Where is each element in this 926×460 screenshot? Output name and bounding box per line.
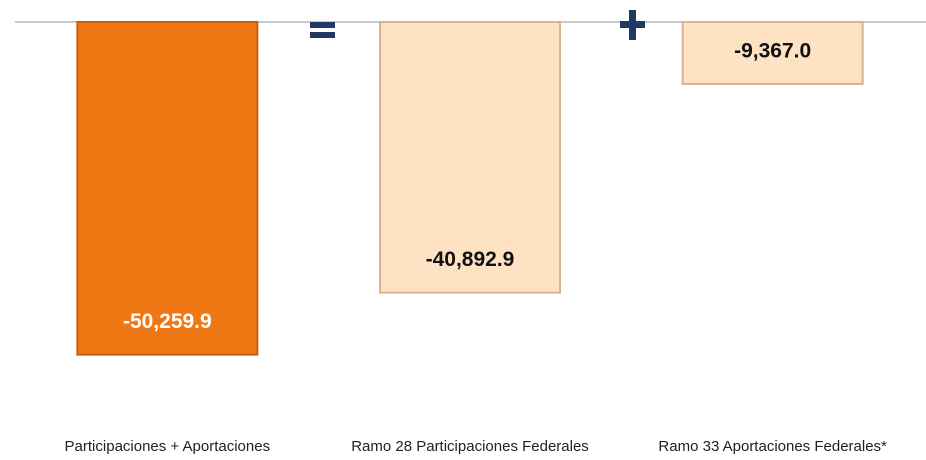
equals-bar [310,32,335,38]
plus-bar [629,10,636,40]
data-label: -40,892.9 [426,248,515,271]
equals-bar [310,22,335,28]
data-label: -9,367.0 [734,40,811,63]
equals-sign [310,22,335,38]
plus-sign [620,10,645,40]
bar [76,21,259,356]
data-label: -50,259.9 [123,310,212,333]
bar [681,21,864,85]
x-tick-label: Participaciones + Aportaciones [65,438,271,455]
x-tick-label: Ramo 33 Aportaciones Federales* [658,438,887,455]
bar [379,21,561,294]
x-tick-label: Ramo 28 Participaciones Federales [351,438,589,455]
